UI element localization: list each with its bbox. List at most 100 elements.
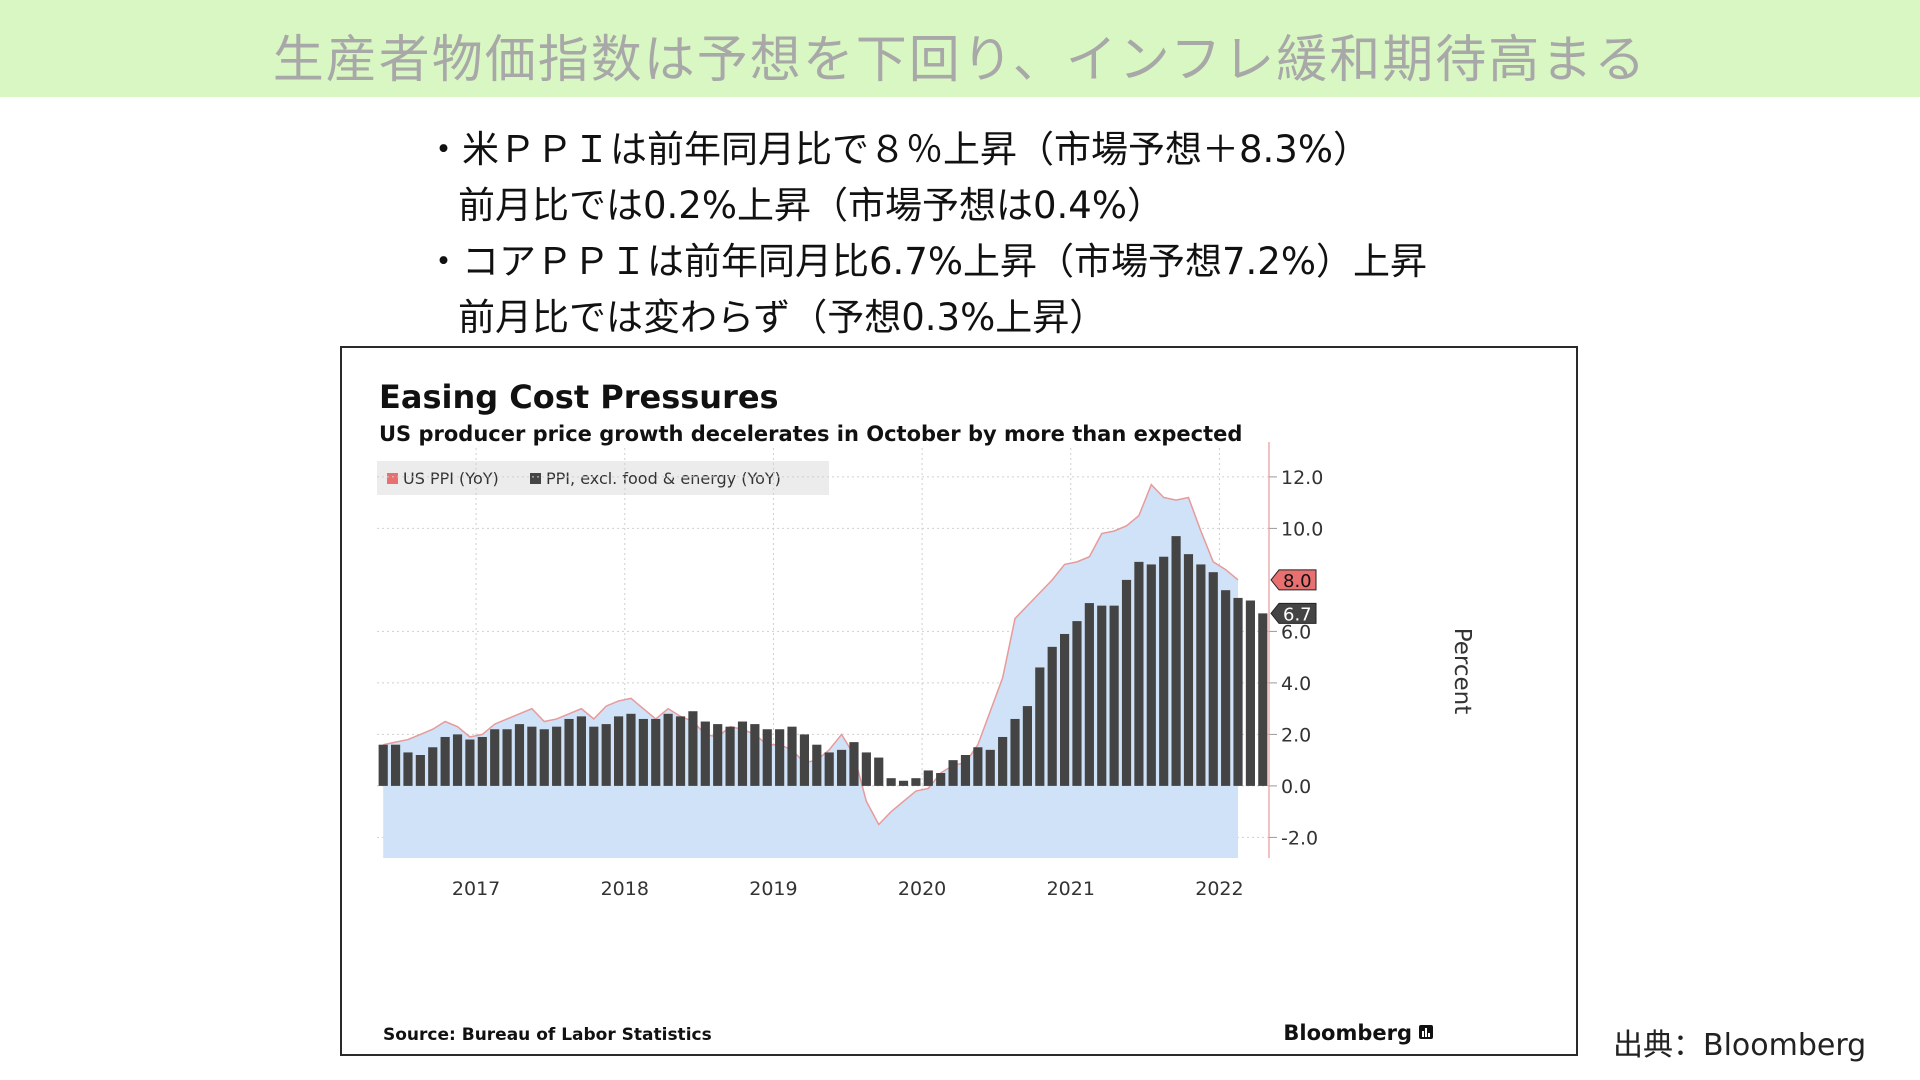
bar-core-ppi [1059,633,1070,786]
bar-core-ppi [1097,605,1107,786]
bar-core-ppi [552,726,562,786]
bar-core-ppi [911,778,921,786]
bar-core-ppi [923,770,933,786]
bar-core-ppi [985,749,995,786]
bar-core-ppi [564,718,574,786]
plot-area: 2017 2018 2019 2020 2021 2022 12.0 10.0 6.0 4.0 2.… [377,442,1323,900]
x-tick-label: 2017 [452,878,500,900]
bar-core-ppi [1146,564,1156,786]
bar-core-ppi [762,729,772,786]
bar-core-ppi [898,780,909,786]
bar-core-ppi [1010,718,1020,786]
bar-core-ppi [428,747,438,786]
bar-core-ppi [589,726,599,786]
bar-core-ppi [1233,597,1243,786]
bar-core-ppi [874,757,884,786]
y-tick-label: 10.0 [1281,518,1323,540]
bar-core-ppi [1159,556,1169,786]
bullet-ppi-mom: 前月比では0.2%上昇（市場予想は0.4%） [458,184,1164,227]
bar-core-ppi [601,724,611,786]
bar-core-ppi [973,747,983,786]
y-tick-label: 4.0 [1281,673,1311,695]
bar-core-ppi [998,736,1008,786]
bar-core-ppi [502,729,512,786]
y-axis-label: Percent [1449,628,1475,715]
bar-core-ppi [799,734,810,786]
last-label-core-tag [1270,602,1317,624]
bar-core-ppi [1022,706,1033,786]
bar-core-ppi [812,744,822,786]
bar-core-ppi [1047,646,1057,786]
bar-core-ppi [626,713,636,786]
x-tick-label: 2021 [1047,878,1095,900]
bar-core-ppi [675,716,686,786]
page-title: 生産者物価指数は予想を下回り、インフレ緩和期待高まる [272,31,1648,90]
y-tick-label: 2.0 [1281,724,1311,746]
legend-label-core: PPI, excl. food & energy (YoY) [546,469,781,488]
bar-core-ppi [1196,564,1206,786]
ppi-chart: Easing Cost Pressures US producer price … [377,378,1475,1045]
bar-core-ppi [1171,536,1181,786]
bar-core-ppi [1035,667,1045,786]
bar-core-ppi [638,718,648,786]
legend-swatch-core [530,473,541,484]
bar-core-ppi [1208,572,1218,786]
bullet-core-ppi-mom: 前月比では変わらず（予想0.3%上昇） [458,296,1107,339]
last-label-ppi-tag [1270,569,1317,591]
bar-core-ppi [824,752,834,786]
bar-core-ppi [1245,600,1256,786]
bar-core-ppi [936,773,946,786]
chart-legend: US PPI (YoY) PPI, excl. food & energy (Y… [377,461,829,495]
bar-core-ppi [861,752,871,786]
bar-core-ppi [836,749,847,786]
bar-core-ppi [737,721,748,786]
bloomberg-mark-icon [1419,1025,1433,1039]
title-banner: 生産者物価指数は予想を下回り、インフレ緩和期待高まる [0,0,1920,97]
bar-core-ppi [490,729,500,786]
bar-core-ppi [725,726,735,786]
line-ppi [383,483,1239,826]
bar-core-ppi [440,736,450,786]
bar-core-ppi [539,729,549,786]
y-tick-label: 12.0 [1281,467,1323,489]
chart-subtitle: US producer price growth decelerates in … [379,422,1242,446]
bar-core-ppi [651,718,661,786]
bar-core-ppi [576,716,587,786]
bar-core-ppi [415,755,425,786]
bar-core-ppi [452,734,463,786]
bar-core-ppi [527,726,537,786]
bar-core-ppi [713,724,723,786]
bar-core-ppi [886,778,896,786]
bar-core-ppi [390,744,401,786]
bar-core-ppi [663,713,673,786]
bar-core-ppi [1072,621,1082,786]
last-label-core: 6.7 [1283,604,1312,625]
chart-frame: Easing Cost Pressures US producer price … [340,346,1578,1056]
bar-core-ppi [613,716,624,786]
bar-core-ppi [1221,590,1231,786]
bar-core-ppi [465,739,475,786]
bar-core-ppi [1109,605,1119,786]
bar-core-ppi [960,755,971,786]
bar-core-ppi [514,724,525,786]
y-tick-label: 6.0 [1281,621,1311,643]
y-tick-label: 0.0 [1281,776,1311,798]
legend-swatch-ppi [387,473,398,484]
bar-core-ppi [1258,613,1268,786]
bloomberg-logo: Bloomberg [1283,1021,1412,1045]
bar-core-ppi [378,744,388,786]
last-label-ppi: 8.0 [1283,571,1312,592]
bar-core-ppi [787,726,797,786]
chart-title: Easing Cost Pressures [379,378,779,416]
bar-core-ppi [1084,603,1094,786]
bullet-ppi: ・米ＰＰＩは前年同月比で８％上昇（市場予想＋8.3%） [425,128,1370,171]
x-tick-label: 2019 [749,878,797,900]
bar-core-ppi [403,752,413,786]
bar-core-ppi [775,729,785,786]
bar-core-ppi [1134,561,1144,786]
legend-label-ppi: US PPI (YoY) [403,469,499,488]
x-tick-label: 2022 [1195,878,1243,900]
bar-core-ppi [849,742,859,786]
bar-core-ppi [700,721,710,786]
bar-core-ppi [948,760,958,786]
